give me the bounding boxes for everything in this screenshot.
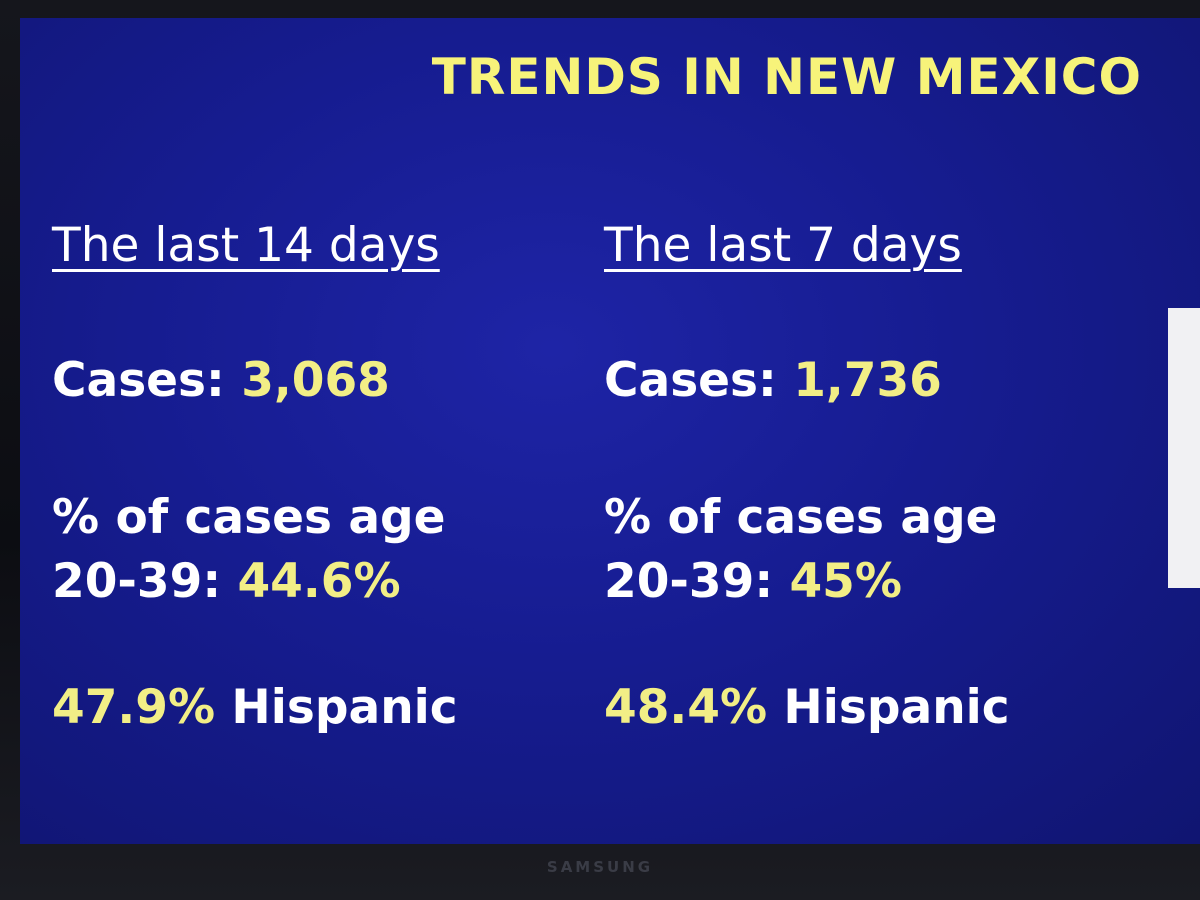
hispanic-line: 47.9% Hispanic <box>52 680 458 735</box>
column-heading: The last 14 days <box>52 218 440 273</box>
age-line: % of cases age 20-39: 45% <box>604 486 998 614</box>
cases-label: Cases: <box>604 353 794 408</box>
hispanic-value: 48.4% <box>604 680 768 735</box>
cases-value: 1,736 <box>793 353 942 408</box>
cases-label: Cases: <box>52 353 242 408</box>
tv-brand-logo: SAMSUNG <box>546 858 654 876</box>
side-panel-edge <box>1168 308 1200 588</box>
age-value: 44.6% <box>237 554 401 609</box>
age-label-line: % of cases age <box>604 490 998 545</box>
hispanic-value: 47.9% <box>52 680 216 735</box>
hispanic-line: 48.4% Hispanic <box>604 680 1010 735</box>
hispanic-label: Hispanic <box>215 680 458 735</box>
age-label-line: % of cases age <box>52 490 446 545</box>
page-title: TRENDS IN NEW MEXICO <box>431 48 1142 106</box>
cases-line: Cases: 3,068 <box>52 353 390 408</box>
age-range-line: 20-39: 45% <box>604 550 998 614</box>
age-range-label: 20-39: <box>52 554 238 609</box>
age-range-line: 20-39: 44.6% <box>52 550 446 614</box>
column-heading: The last 7 days <box>604 218 962 273</box>
cases-line: Cases: 1,736 <box>604 353 942 408</box>
age-range-label: 20-39: <box>604 554 790 609</box>
hispanic-label: Hispanic <box>767 680 1010 735</box>
tv-screen: TRENDS IN NEW MEXICO The last 14 days Ca… <box>20 18 1200 844</box>
age-line: % of cases age 20-39: 44.6% <box>52 486 446 614</box>
age-value: 45% <box>789 554 902 609</box>
cases-value: 3,068 <box>241 353 390 408</box>
